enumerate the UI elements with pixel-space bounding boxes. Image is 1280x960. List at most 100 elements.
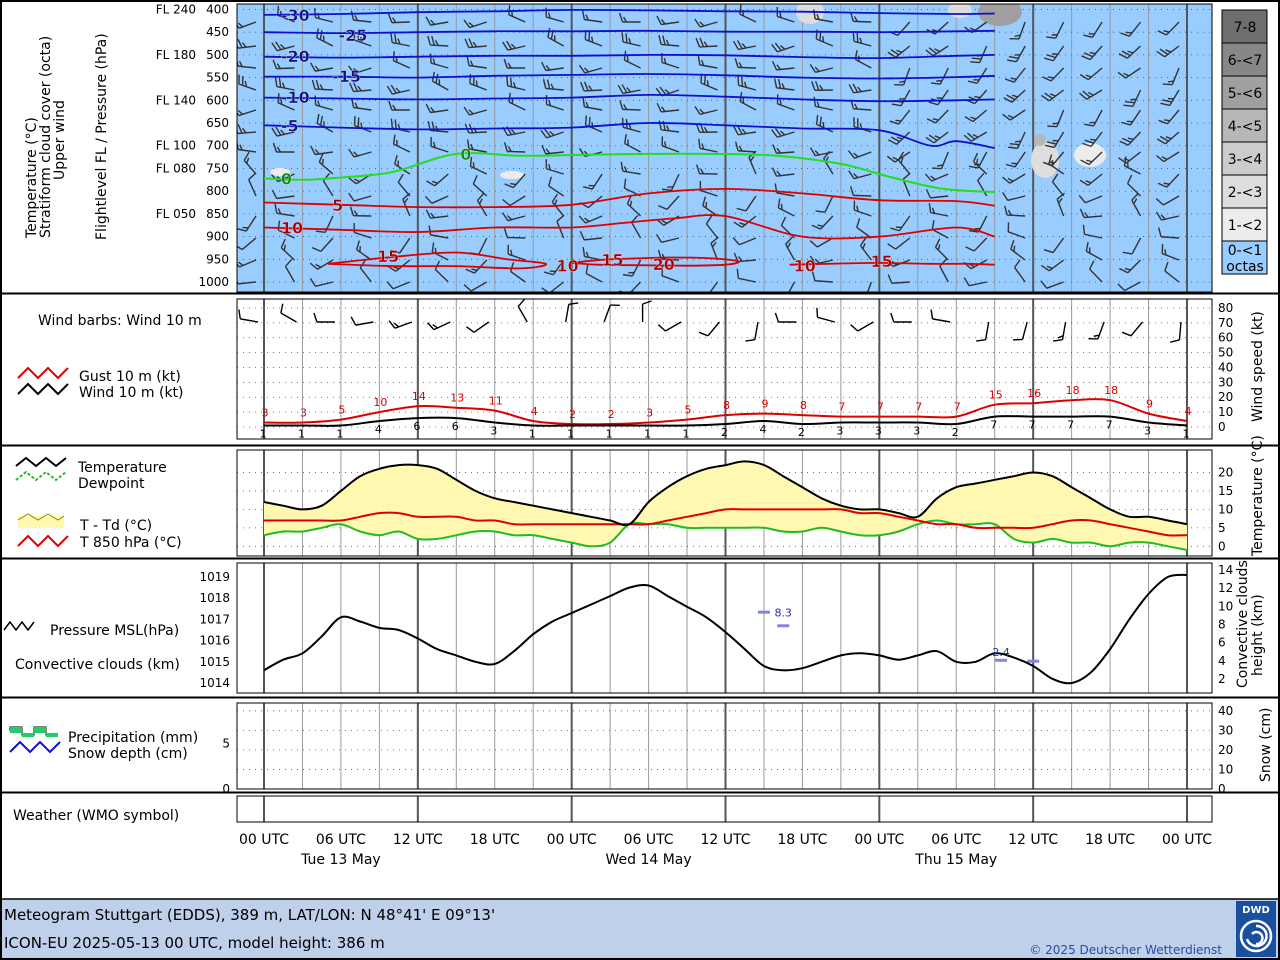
- wind-barb: [316, 37, 334, 47]
- weather-panel: Weather (WMO symbol): [13, 795, 1213, 824]
- wind-barb: [315, 104, 334, 111]
- wind-barb: [276, 195, 295, 200]
- wind-barb: [974, 89, 988, 105]
- wind-barb: [584, 106, 603, 111]
- wind-barb: [853, 20, 872, 23]
- wind-barb: [894, 151, 911, 163]
- gust-value-label: 18: [1066, 384, 1080, 397]
- snow-y-tick: 30: [1218, 723, 1233, 737]
- wind-barb: [1056, 198, 1065, 217]
- wind-barb: [556, 221, 565, 239]
- wind-legend-swatch: [17, 382, 69, 396]
- wind-barb: [546, 16, 564, 23]
- octa-label: 5-<6: [1228, 86, 1263, 102]
- wind-barb: [517, 306, 528, 323]
- time-tick-label: 12 UTC: [393, 832, 443, 848]
- wind-barb: [898, 109, 911, 125]
- dwd-logo-text: DWD: [1242, 905, 1270, 916]
- wind-barb: [814, 280, 833, 283]
- isotherm: [263, 152, 995, 194]
- pressure-tick-label: 650: [206, 116, 229, 130]
- wind-barb: [320, 237, 334, 252]
- pressure-tick-label: 700: [206, 139, 229, 153]
- wind-barb: [745, 195, 757, 212]
- wind-y-tick: 20: [1218, 390, 1233, 404]
- wind-barb: [895, 237, 911, 250]
- wind-barb: [354, 67, 372, 75]
- weather-legend-label: Weather (WMO symbol): [13, 808, 179, 824]
- convective-cloud-bar: [757, 610, 770, 614]
- wind-barb: [855, 58, 872, 69]
- wind-barb: [238, 83, 257, 91]
- wind-barb: [318, 161, 334, 175]
- wind-y-tick: 50: [1218, 346, 1233, 360]
- wind-barb: [1169, 89, 1180, 106]
- gust-value-label: 7: [838, 401, 845, 414]
- wind-barb: [507, 215, 526, 222]
- octa-label: 7-8: [1234, 20, 1257, 36]
- wind-barb: [854, 151, 872, 159]
- t850-legend-swatch: [17, 534, 69, 548]
- wind-barb: [284, 266, 296, 283]
- wind-barb: [661, 145, 680, 153]
- wind-barb: [1160, 236, 1180, 239]
- octa-label: 1-<2: [1228, 218, 1263, 234]
- flightlevel-tick-label: FL 180: [156, 48, 196, 62]
- wind-barb: [547, 36, 565, 47]
- wind-barb: [1087, 173, 1103, 186]
- isotherm-label: -10: [281, 88, 310, 107]
- flightlevel-tick-label: FL 100: [156, 139, 196, 153]
- wind-barb: [1093, 109, 1103, 127]
- gust-value-label: 2: [569, 408, 576, 421]
- gust-value-label: 3: [646, 407, 653, 420]
- wind-barb: [430, 145, 449, 153]
- wind-y-tick: 10: [1218, 405, 1233, 419]
- wind-barb: [854, 209, 872, 217]
- wind-barb: [241, 237, 257, 251]
- wind-barb: [935, 109, 949, 124]
- convective-height-label: 2.4: [992, 646, 1010, 659]
- wind-barb: [238, 131, 257, 135]
- octa-label: 4-<5: [1228, 119, 1263, 135]
- isotherm-label: 0: [281, 169, 292, 188]
- wind-barb: [280, 312, 297, 323]
- gust-value-label: 5: [685, 404, 692, 417]
- wind-barb: [631, 259, 642, 277]
- wind-barb: [591, 173, 603, 190]
- wind-barb: [1086, 250, 1103, 261]
- wind-value-label: 3: [1144, 425, 1151, 438]
- wind-barb: [1013, 67, 1026, 83]
- wind-barb: [546, 103, 564, 111]
- wind-barb: [545, 67, 564, 72]
- wind-barb: [820, 215, 834, 230]
- wind-barb: [1009, 173, 1026, 184]
- temperature-ylabel: Temperature (°C): [1250, 435, 1266, 557]
- wind-barb: [584, 237, 603, 241]
- wind-barb: [700, 189, 718, 197]
- isotherm: [263, 73, 995, 80]
- wind-barb: [1125, 67, 1141, 79]
- convective-y-tick: 8: [1218, 617, 1226, 631]
- isotherm: [789, 261, 995, 266]
- wind-barb: [1089, 268, 1103, 283]
- dwd-logo-icon: [1239, 919, 1273, 953]
- dewpoint-line: [263, 519, 1188, 551]
- pressure-tick-label: 400: [206, 2, 229, 16]
- wind-barb: [1007, 195, 1026, 202]
- wind-barb: [552, 259, 565, 276]
- wind-barb: [239, 259, 257, 268]
- precipitation-panel: 0 5 0 10 20 30 40 Precipitation (mm) Snow dept…: [9, 702, 1274, 796]
- gust-legend-label: Gust 10 m (kt): [79, 369, 181, 385]
- wind-barb: [748, 157, 757, 175]
- wind-barb: [737, 150, 757, 153]
- wind-barb: [699, 45, 718, 48]
- wind-barb: [1124, 281, 1141, 292]
- wind-barb: [1088, 151, 1103, 166]
- wind-barb: [469, 109, 487, 116]
- octa-swatch: [1221, 75, 1268, 110]
- octa-label: 2-<3: [1228, 185, 1263, 201]
- gust-legend-swatch: [17, 366, 69, 380]
- isotherm-label: -20: [281, 47, 310, 66]
- wind-barb: [699, 147, 718, 153]
- t850-legend-label: T 850 hPa (°C): [79, 535, 182, 551]
